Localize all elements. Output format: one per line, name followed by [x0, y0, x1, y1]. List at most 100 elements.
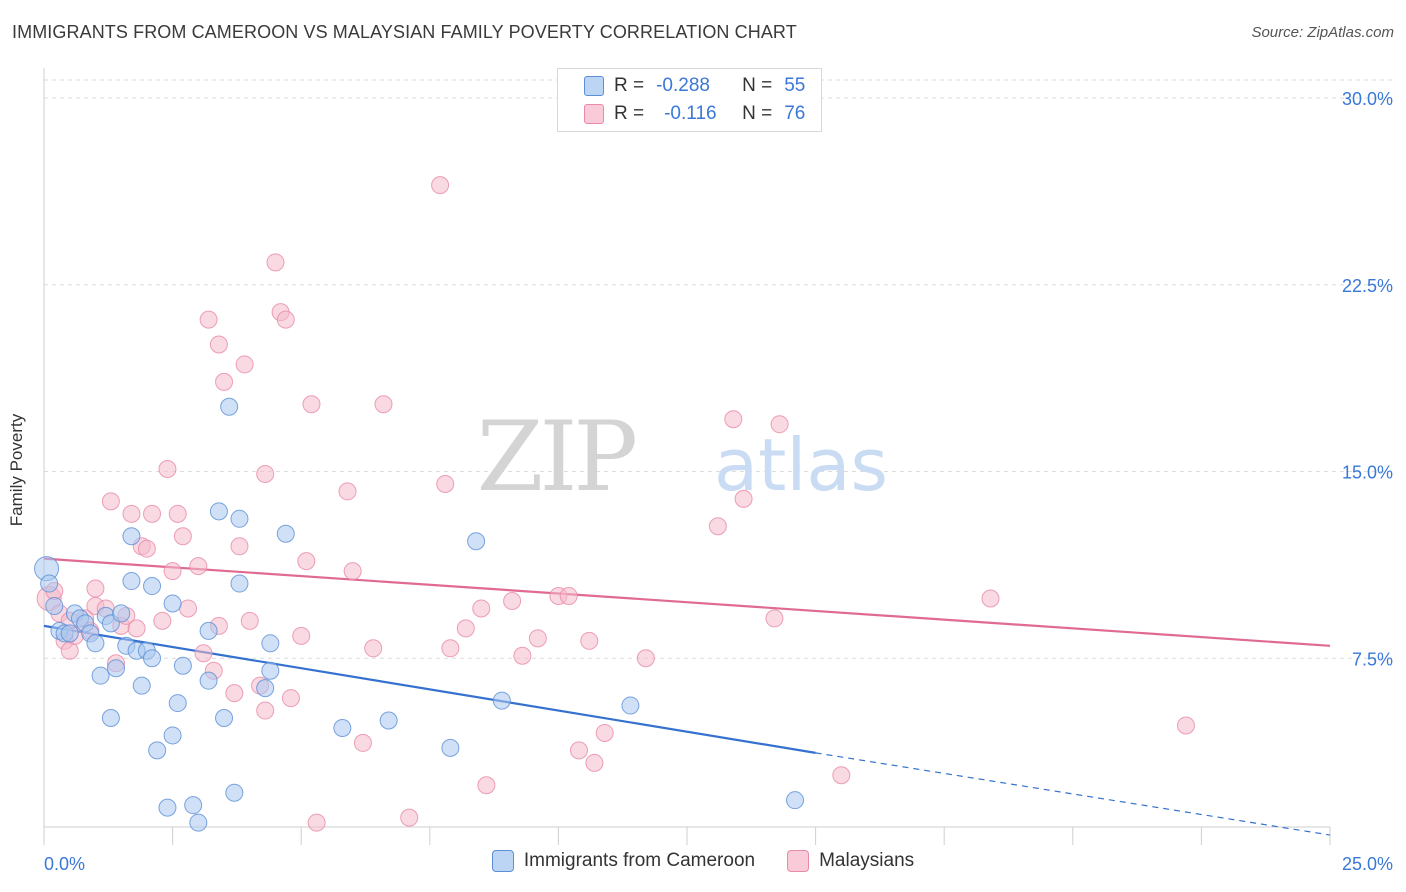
point-malaysians [708, 517, 727, 536]
point-malaysians [60, 641, 79, 660]
series-legend: Immigrants from Cameroon Malaysians [0, 850, 1406, 872]
legend-n-value: 55 [784, 75, 806, 96]
point-cameroon [441, 738, 460, 757]
point-cameroon [122, 527, 141, 546]
point-malaysians [158, 460, 177, 479]
point-malaysians [770, 415, 789, 434]
point-cameroon [209, 502, 228, 521]
point-malaysians [981, 589, 1000, 608]
legend-row-cameroon: R = -0.288 N = 55 [558, 73, 805, 99]
point-cameroon [158, 798, 177, 817]
legend-swatch-pink [584, 104, 604, 124]
legend-row-malaysians: R = -0.116 N = 76 [558, 101, 805, 127]
point-cameroon [86, 634, 105, 653]
point-malaysians [153, 611, 172, 630]
tick-labels: 7.5% 15.0% 22.5% 30.0% 0.0% 25.0% [44, 89, 1393, 874]
point-malaysians [173, 527, 192, 546]
point-malaysians [292, 626, 311, 645]
point-malaysians [724, 410, 743, 429]
point-malaysians [215, 372, 234, 391]
trend-line-malaysians [43, 557, 1331, 647]
legend-r-label: R = [614, 103, 645, 124]
point-cameroon [230, 509, 249, 528]
point-malaysians [209, 335, 228, 354]
point-cameroon [199, 671, 218, 690]
legend-label-cameroon: Immigrants from Cameroon [523, 850, 756, 871]
watermark: ZIP atlas [477, 401, 888, 513]
y-tick-label: 22.5% [1342, 276, 1393, 296]
point-malaysians [256, 464, 275, 483]
point-malaysians [477, 776, 496, 795]
legend-n-label: N = [742, 75, 773, 96]
legend-n-label: N = [742, 103, 773, 124]
point-cameroon [492, 691, 511, 710]
trend-line-cameroon-extrapolated [815, 752, 1331, 836]
point-malaysians [179, 599, 198, 618]
point-cameroon [220, 397, 239, 416]
point-malaysians [456, 619, 475, 638]
point-cameroon [256, 679, 275, 698]
legend-swatch-blue [584, 76, 604, 96]
chart-title: IMMIGRANTS FROM CAMEROON VS MALAYSIAN FA… [12, 22, 797, 42]
point-malaysians [595, 723, 614, 742]
point-cameroon [225, 783, 244, 802]
point-malaysians [235, 355, 254, 374]
point-cameroon [163, 594, 182, 613]
point-cameroon [122, 572, 141, 591]
correlation-legend: R = -0.288 N = 55 R = -0.116 N = 76 [557, 68, 822, 132]
y-tick-label: 30.0% [1342, 89, 1393, 109]
point-cameroon [132, 676, 151, 695]
point-malaysians [143, 504, 162, 523]
legend-swatch-blue [491, 850, 514, 872]
point-malaysians [101, 492, 120, 511]
point-cameroon [112, 604, 131, 623]
point-malaysians [400, 808, 419, 827]
point-malaysians [307, 813, 326, 832]
point-malaysians [832, 766, 851, 785]
legend-item-malaysians: Malaysians [787, 850, 914, 872]
point-malaysians [1176, 716, 1195, 735]
axes [43, 68, 1331, 845]
point-malaysians [86, 579, 105, 598]
point-cameroon [107, 659, 126, 678]
chart-source: Source: ZipAtlas.com [1251, 24, 1394, 41]
point-cameroon [261, 661, 280, 680]
point-cameroon [467, 532, 486, 551]
point-malaysians [513, 646, 532, 665]
trend-line-cameroon [43, 624, 816, 754]
point-malaysians [503, 591, 522, 610]
legend-r-label: R = [614, 75, 645, 96]
point-malaysians [765, 609, 784, 628]
point-cameroon [261, 634, 280, 653]
point-cameroon [230, 574, 249, 593]
legend-item-cameroon: Immigrants from Cameroon [491, 850, 756, 872]
legend-r-value: -0.288 [656, 75, 710, 96]
legend-swatch-pink [787, 850, 810, 872]
point-cameroon [60, 624, 79, 643]
point-cameroon [91, 666, 110, 685]
point-malaysians [374, 395, 393, 414]
point-malaysians [297, 552, 316, 571]
point-cameroon [148, 741, 167, 760]
point-cameroon [189, 813, 208, 832]
watermark-zip: ZIP [477, 401, 636, 513]
point-malaysians [441, 639, 460, 658]
point-cameroon [215, 709, 234, 728]
y-tick-label: 15.0% [1342, 463, 1393, 483]
point-cameroon [163, 726, 182, 745]
point-cameroon [184, 796, 203, 815]
point-malaysians [580, 631, 599, 650]
legend-r-value: -0.116 [664, 103, 717, 124]
point-malaysians [225, 684, 244, 703]
x-tick-label: 0.0% [44, 854, 85, 874]
point-malaysians [240, 611, 259, 630]
point-malaysians [302, 395, 321, 414]
y-tick-label: 7.5% [1352, 649, 1393, 669]
y-axis-label: Family Poverty [7, 413, 26, 527]
data-points [34, 176, 1195, 832]
point-malaysians [472, 599, 491, 618]
point-cameroon [143, 577, 162, 596]
point-cameroon [199, 621, 218, 640]
point-malaysians [585, 753, 604, 772]
